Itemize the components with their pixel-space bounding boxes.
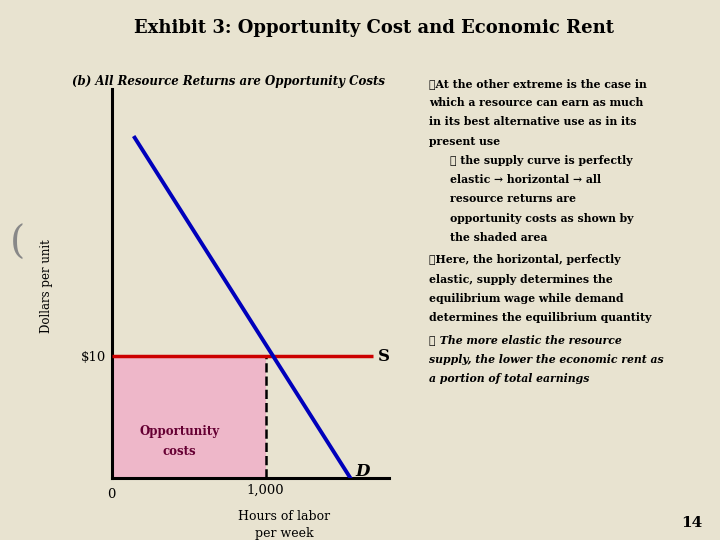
Text: ❖ the supply curve is perfectly: ❖ the supply curve is perfectly (450, 155, 632, 166)
Text: resource returns are: resource returns are (450, 193, 576, 205)
Text: D: D (355, 463, 369, 480)
Text: 14: 14 (680, 516, 702, 530)
Text: (b) All Resource Returns are Opportunity Costs: (b) All Resource Returns are Opportunity… (72, 75, 385, 87)
Text: supply, the lower the economic rent as: supply, the lower the economic rent as (429, 354, 664, 364)
Text: equilibrium wage while demand: equilibrium wage while demand (429, 293, 624, 304)
Text: Exhibit 3: Opportunity Cost and Economic Rent: Exhibit 3: Opportunity Cost and Economic… (135, 19, 614, 37)
Text: elastic, supply determines the: elastic, supply determines the (429, 274, 613, 285)
Text: Dollars per unit: Dollars per unit (40, 239, 53, 333)
Text: opportunity costs as shown by: opportunity costs as shown by (450, 213, 634, 224)
Text: per week: per week (255, 526, 314, 539)
Text: costs: costs (163, 444, 196, 458)
Text: a portion of total earnings: a portion of total earnings (429, 373, 589, 384)
Text: present use: present use (429, 136, 500, 147)
Text: 0: 0 (107, 488, 116, 501)
Text: (: ( (9, 225, 25, 261)
Text: ❖At the other extreme is the case in: ❖At the other extreme is the case in (429, 78, 647, 89)
Text: which a resource can earn as much: which a resource can earn as much (429, 97, 643, 108)
Text: in its best alternative use as in its: in its best alternative use as in its (429, 116, 636, 127)
Text: elastic → horizontal → all: elastic → horizontal → all (450, 174, 601, 185)
Text: ❖Here, the horizontal, perfectly: ❖Here, the horizontal, perfectly (429, 254, 621, 265)
Text: Hours of labor: Hours of labor (238, 510, 330, 523)
Text: the shaded area: the shaded area (450, 232, 547, 243)
Bar (112, 356, 266, 478)
Text: S: S (378, 348, 390, 365)
Text: ❖  The more elastic the resource: ❖ The more elastic the resource (429, 334, 621, 345)
Text: Opportunity: Opportunity (139, 425, 220, 438)
Text: determines the equilibrium quantity: determines the equilibrium quantity (429, 312, 652, 323)
